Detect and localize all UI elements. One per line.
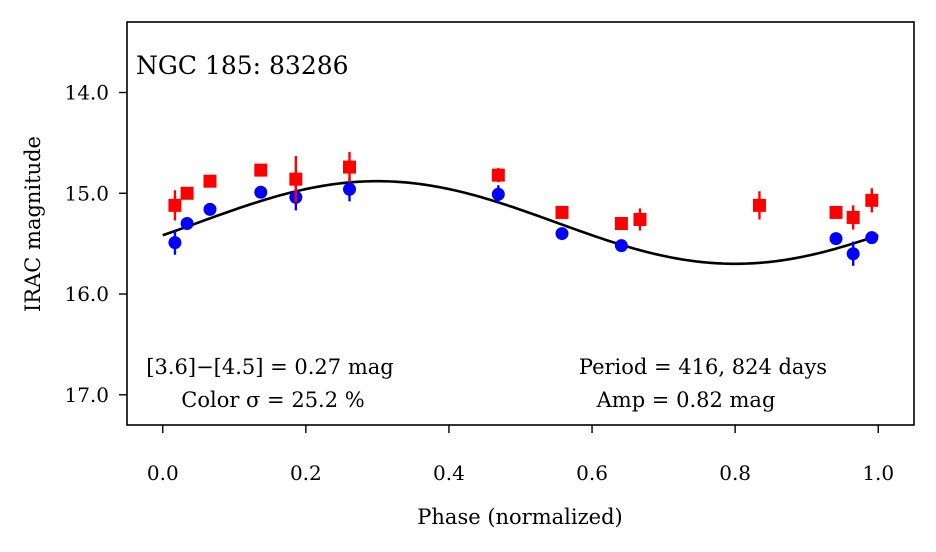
y-tick-label: 14.0 bbox=[64, 81, 109, 105]
red-square-point bbox=[180, 186, 194, 200]
x-axis-ticks: 0.0 0.2 0.4 0.6 0.8 1.0 bbox=[147, 425, 894, 485]
x-tick-label: 0.2 bbox=[290, 461, 322, 485]
period-annotation-line2: Amp = 0.82 mag bbox=[596, 388, 776, 412]
x-tick-label: 1.0 bbox=[862, 461, 894, 485]
red-square-point bbox=[289, 155, 303, 203]
red-square-point bbox=[829, 205, 843, 219]
y-tick-label: 16.0 bbox=[64, 282, 109, 306]
x-tick-label: 0.0 bbox=[147, 461, 179, 485]
circle-marker bbox=[614, 239, 628, 253]
chart-title: NGC 185: 83286 bbox=[136, 51, 349, 80]
square-marker bbox=[633, 212, 647, 226]
blue-circle-point bbox=[846, 241, 860, 266]
blue-circle-point bbox=[254, 185, 268, 199]
red-square-point bbox=[865, 188, 879, 213]
red-square-point bbox=[203, 174, 217, 188]
circle-marker bbox=[343, 182, 357, 196]
blue-circle-point bbox=[865, 231, 879, 245]
square-marker bbox=[491, 168, 505, 182]
red-square-point bbox=[491, 168, 505, 183]
red-square-point bbox=[846, 205, 860, 230]
square-marker bbox=[168, 198, 182, 212]
sinusoidal-fit-line bbox=[162, 179, 879, 266]
circle-marker bbox=[865, 231, 879, 245]
red-square-point bbox=[614, 217, 628, 230]
circle-marker bbox=[203, 202, 217, 216]
blue-circle-point bbox=[829, 232, 843, 246]
period-annotation-line1: Period = 416, 824 days bbox=[579, 355, 827, 379]
red-square-point bbox=[555, 205, 569, 219]
y-axis-ticks: 14.0 15.0 16.0 17.0 bbox=[64, 81, 127, 407]
plot-frame bbox=[126, 21, 915, 426]
square-marker bbox=[829, 205, 843, 219]
red-square-point bbox=[752, 191, 766, 220]
square-marker bbox=[555, 205, 569, 219]
square-marker bbox=[180, 186, 194, 200]
square-marker bbox=[846, 210, 860, 224]
blue-circle-point bbox=[203, 202, 217, 216]
y-tick-label: 15.0 bbox=[64, 181, 109, 205]
square-marker bbox=[203, 174, 217, 188]
circle-marker bbox=[254, 185, 268, 199]
color-annotation-line2: Color σ = 25.2 % bbox=[181, 388, 364, 412]
square-marker bbox=[343, 160, 357, 174]
model-curve-layer bbox=[162, 179, 879, 266]
circle-marker bbox=[846, 247, 860, 261]
x-tick-label: 0.6 bbox=[576, 461, 608, 485]
red-square-point bbox=[343, 151, 357, 183]
x-tick-label: 0.8 bbox=[719, 461, 751, 485]
square-marker bbox=[289, 172, 303, 186]
blue-circle-point bbox=[168, 230, 182, 255]
circle-marker bbox=[555, 227, 569, 241]
plot-background bbox=[127, 22, 914, 425]
blue-circle-point bbox=[614, 239, 628, 253]
circle-marker bbox=[491, 187, 505, 201]
circle-marker bbox=[829, 232, 843, 246]
blue-circle-point bbox=[180, 217, 194, 230]
circle-marker bbox=[168, 236, 182, 250]
y-axis-label: IRAC magnitude bbox=[21, 136, 45, 312]
y-tick-label: 17.0 bbox=[64, 383, 109, 407]
circle-marker bbox=[180, 217, 194, 230]
blue-circle-point bbox=[491, 185, 505, 204]
color-annotation-line1: [3.6]−[4.5] = 0.27 mag bbox=[146, 355, 393, 379]
data-points-layer bbox=[168, 151, 879, 266]
red-square-point bbox=[633, 208, 647, 231]
square-marker bbox=[865, 193, 879, 207]
red-square-point bbox=[168, 190, 182, 221]
red-square-point bbox=[254, 163, 268, 177]
x-axis-label: Phase (normalized) bbox=[417, 505, 622, 529]
x-tick-label: 0.4 bbox=[433, 461, 465, 485]
square-marker bbox=[752, 198, 766, 212]
square-marker bbox=[254, 163, 268, 177]
square-marker bbox=[614, 217, 628, 230]
blue-circle-point bbox=[555, 227, 569, 241]
